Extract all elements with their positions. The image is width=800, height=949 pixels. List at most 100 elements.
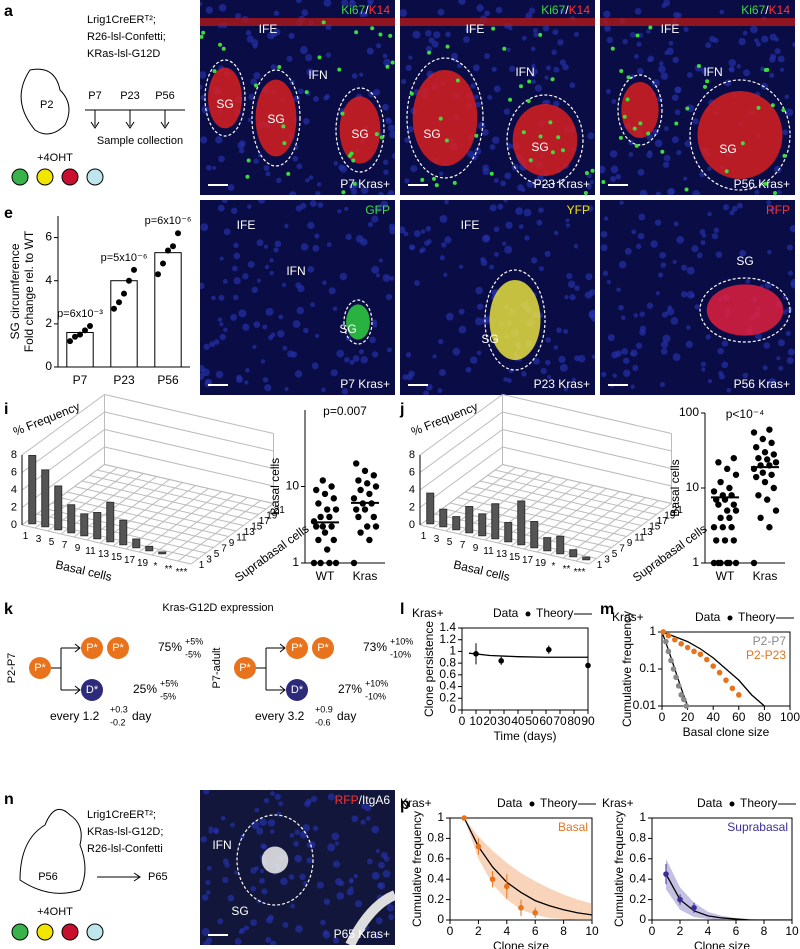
- nucleus: [585, 273, 593, 281]
- nucleus: [392, 153, 395, 159]
- y-tick-label: 0: [45, 359, 52, 373]
- legend-label: Data: [697, 796, 723, 810]
- stain-part: GFP: [365, 203, 390, 217]
- nucleus: [245, 30, 252, 36]
- z-tick-label: 21: [274, 505, 286, 516]
- point: [715, 501, 722, 508]
- nucleus: [332, 860, 341, 868]
- nucleus: [265, 307, 274, 316]
- cell-label: P*: [34, 662, 46, 674]
- proliferating: [282, 141, 287, 146]
- nucleus: [631, 229, 637, 235]
- nucleus: [325, 52, 332, 58]
- nucleus: [504, 245, 513, 254]
- nucleus: [254, 807, 260, 813]
- rate-unit: day: [337, 709, 356, 723]
- nucleus: [341, 0, 349, 7]
- nucleus: [729, 67, 734, 72]
- nucleus: [344, 206, 349, 211]
- nucleus: [433, 31, 441, 39]
- point: [726, 484, 733, 492]
- point: [321, 529, 329, 536]
- grid-line: [502, 464, 672, 504]
- confidence-band: [464, 818, 592, 920]
- nucleus: [785, 108, 794, 117]
- point: [370, 472, 377, 479]
- series-label: Basal: [558, 820, 588, 834]
- proliferating: [390, 60, 395, 65]
- nucleus: [200, 836, 207, 843]
- proliferating: [622, 114, 627, 119]
- point: [111, 305, 117, 312]
- nucleus: [438, 338, 444, 345]
- nucleus: [231, 265, 238, 272]
- point: [732, 559, 740, 567]
- legend-label: Data: [695, 610, 721, 624]
- panel-letter: i: [4, 401, 8, 418]
- x-tick-label: 7: [460, 540, 466, 551]
- nucleus: [265, 916, 273, 924]
- nucleus: [769, 72, 775, 78]
- nucleus: [458, 264, 464, 270]
- nucleus: [553, 345, 559, 350]
- proliferating: [646, 131, 651, 136]
- nucleus: [382, 869, 391, 878]
- nucleus: [202, 940, 211, 945]
- point: [504, 883, 510, 890]
- nucleus: [636, 41, 642, 47]
- stain-part: /ItgA6: [359, 793, 391, 807]
- nucleus: [274, 240, 282, 248]
- nucleus: [538, 207, 544, 213]
- grid-line: [104, 464, 274, 504]
- panel-n: Lrig1CreERᵀ²; KRas-lsl-G12D; R26-lsl-Con…: [11, 808, 168, 941]
- nucleus: [528, 7, 536, 14]
- proliferating: [521, 130, 526, 135]
- nucleus: [574, 355, 580, 362]
- nucleus: [332, 937, 340, 944]
- point: [372, 483, 380, 490]
- nucleus: [372, 322, 378, 328]
- legend-dot: [727, 615, 733, 621]
- nucleus: [483, 234, 490, 241]
- x-tick-label: 10: [469, 714, 483, 728]
- x-tick-label: 50: [525, 714, 539, 728]
- nucleus: [655, 291, 660, 296]
- cell: [234, 657, 256, 679]
- nucleus: [383, 169, 389, 175]
- nucleus: [685, 340, 693, 348]
- bar: [452, 516, 461, 531]
- nucleus: [578, 354, 586, 363]
- nucleus: [339, 272, 348, 281]
- nucleus: [227, 894, 235, 902]
- point: [532, 910, 538, 916]
- proliferating: [610, 46, 615, 51]
- nucleus: [252, 43, 258, 49]
- proliferating: [409, 91, 414, 96]
- nucleus: [639, 311, 645, 317]
- stain-part: RFP: [766, 203, 790, 217]
- x-tick-label: 11: [85, 546, 96, 557]
- nucleus: [265, 936, 272, 943]
- micrograph: [400, 0, 595, 195]
- nucleus: [566, 272, 573, 280]
- x-axis-label: Basal cells: [452, 557, 511, 584]
- nucleus: [776, 189, 782, 195]
- y-tick-label: 0.6: [427, 851, 444, 865]
- cell: [312, 637, 334, 659]
- nucleus: [238, 309, 247, 318]
- x-tick-label: **: [563, 564, 571, 575]
- nucleus: [609, 150, 618, 158]
- x-tick-label: 1: [23, 531, 29, 542]
- point: [328, 523, 335, 530]
- nucleus: [312, 244, 320, 252]
- nucleus: [388, 914, 394, 920]
- bar: [491, 503, 500, 540]
- x-tick-label: P7: [73, 373, 88, 387]
- z-tick-label: 17: [657, 516, 669, 527]
- nucleus: [632, 364, 639, 372]
- nucleus: [300, 202, 307, 210]
- fate-error: -10%: [365, 691, 386, 701]
- y-tick-label: 100: [679, 405, 699, 419]
- grid-line: [419, 394, 503, 456]
